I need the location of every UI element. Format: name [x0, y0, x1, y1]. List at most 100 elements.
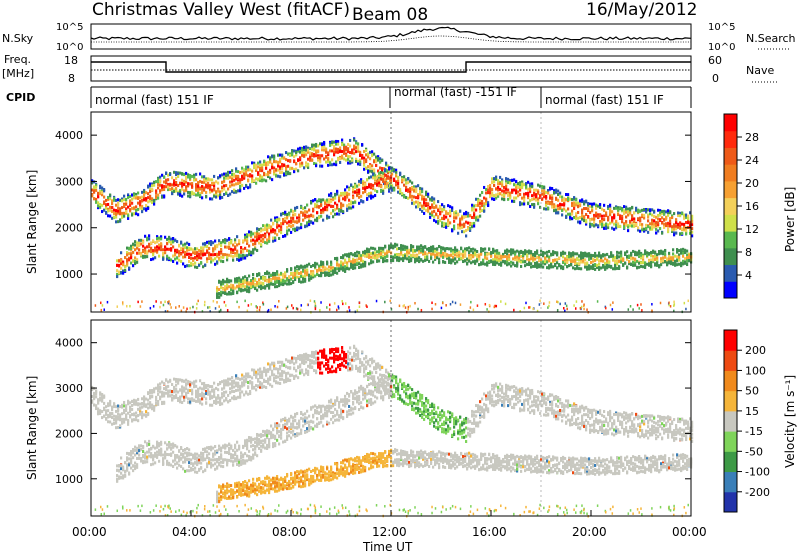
power-cell: [310, 220, 313, 224]
power-cell: [149, 190, 152, 194]
power-cell: [288, 279, 291, 283]
power-cell: [300, 205, 303, 209]
power-cell: [580, 254, 583, 258]
power-cell: [336, 212, 339, 216]
power-cell: [160, 242, 163, 246]
power-cell: [507, 181, 510, 185]
power-cell: [288, 228, 291, 232]
power-cell: [248, 233, 251, 237]
power-cell: [322, 198, 325, 202]
power-cell: [481, 209, 484, 213]
power-cell: [404, 245, 407, 249]
power-cell: [540, 258, 543, 262]
power-cell: [601, 222, 604, 226]
power-cell: [436, 253, 439, 257]
power-cell: [450, 258, 453, 262]
power-cell: [651, 213, 654, 217]
power-cell: [300, 275, 303, 279]
power-cell: [622, 258, 625, 262]
power-cell: [611, 220, 614, 224]
power-cell: [373, 152, 376, 156]
power-cell: [541, 192, 544, 196]
power-cell: [91, 193, 94, 197]
power-cell: [398, 253, 401, 257]
power-cell: [352, 187, 355, 191]
power-cell: [194, 261, 197, 265]
power-cell: [352, 266, 355, 270]
power-cell: [260, 281, 263, 285]
power-cell: [313, 145, 316, 149]
power-cell: [493, 197, 496, 201]
power-cell: [410, 257, 413, 261]
power-cell: [236, 254, 239, 258]
power-cell: [189, 176, 192, 180]
power-cell: [279, 153, 282, 157]
power-cell: [205, 183, 208, 187]
power-cell: [181, 194, 184, 198]
power-cell: [413, 187, 416, 191]
power-cell: [491, 197, 494, 201]
power-cell: [458, 253, 461, 257]
power-cell: [320, 274, 323, 278]
power-cell: [247, 165, 250, 169]
power-cell: [194, 265, 197, 269]
power-cell: [248, 282, 251, 286]
power-cell: [322, 263, 325, 267]
power-cell: [258, 235, 261, 239]
power-cell: [352, 194, 355, 198]
power-cell: [660, 250, 663, 254]
power-cell: [506, 252, 509, 256]
power-cell: [290, 271, 293, 275]
power-cell: [372, 183, 375, 187]
power-cell: [301, 151, 304, 155]
power-cell: [545, 200, 548, 204]
power-cell: [590, 260, 593, 264]
power-cell: [442, 260, 445, 264]
power-cell: [151, 188, 154, 192]
power-cell: [371, 154, 374, 158]
power-cell: [479, 206, 482, 210]
power-cell: [215, 195, 218, 199]
power-cell: [375, 299, 378, 303]
power-cell: [230, 247, 233, 251]
power-cell: [315, 149, 318, 153]
power-cell: [347, 161, 350, 165]
power-cell: [167, 182, 170, 186]
power-cell: [136, 251, 139, 255]
power-cell: [631, 221, 634, 225]
power-cell: [298, 217, 301, 221]
power-cell: [270, 282, 273, 286]
power-cell: [307, 163, 310, 167]
power-cell: [302, 277, 305, 281]
power-cell: [201, 196, 204, 200]
power-cell: [238, 288, 241, 292]
power-cell: [319, 164, 322, 168]
power-cell: [525, 185, 528, 189]
power-cell: [353, 145, 356, 149]
power-cell: [131, 197, 134, 201]
power-cell: [135, 212, 138, 216]
power-cell: [560, 251, 563, 255]
power-cell: [456, 252, 459, 256]
power-cell: [178, 305, 180, 308]
power-cell: [212, 299, 215, 303]
power-cell: [184, 246, 187, 250]
power-cell: [285, 158, 288, 162]
power-cell: [463, 212, 466, 216]
power-cell: [557, 300, 559, 304]
power-cell: [669, 216, 672, 220]
power-cell: [670, 262, 673, 266]
power-cell: [180, 309, 183, 313]
power-cell: [564, 262, 567, 266]
power-cell: [286, 269, 289, 273]
power-cell: [256, 238, 259, 242]
date-label: 16/May/2012: [586, 0, 698, 20]
power-cell: [468, 250, 471, 254]
power-cell: [542, 260, 545, 264]
power-cell: [621, 214, 624, 218]
power-cell: [318, 267, 321, 271]
power-cell: [216, 295, 219, 299]
power-cell: [545, 207, 548, 211]
power-cell: [308, 223, 311, 227]
power-cell: [600, 266, 603, 270]
